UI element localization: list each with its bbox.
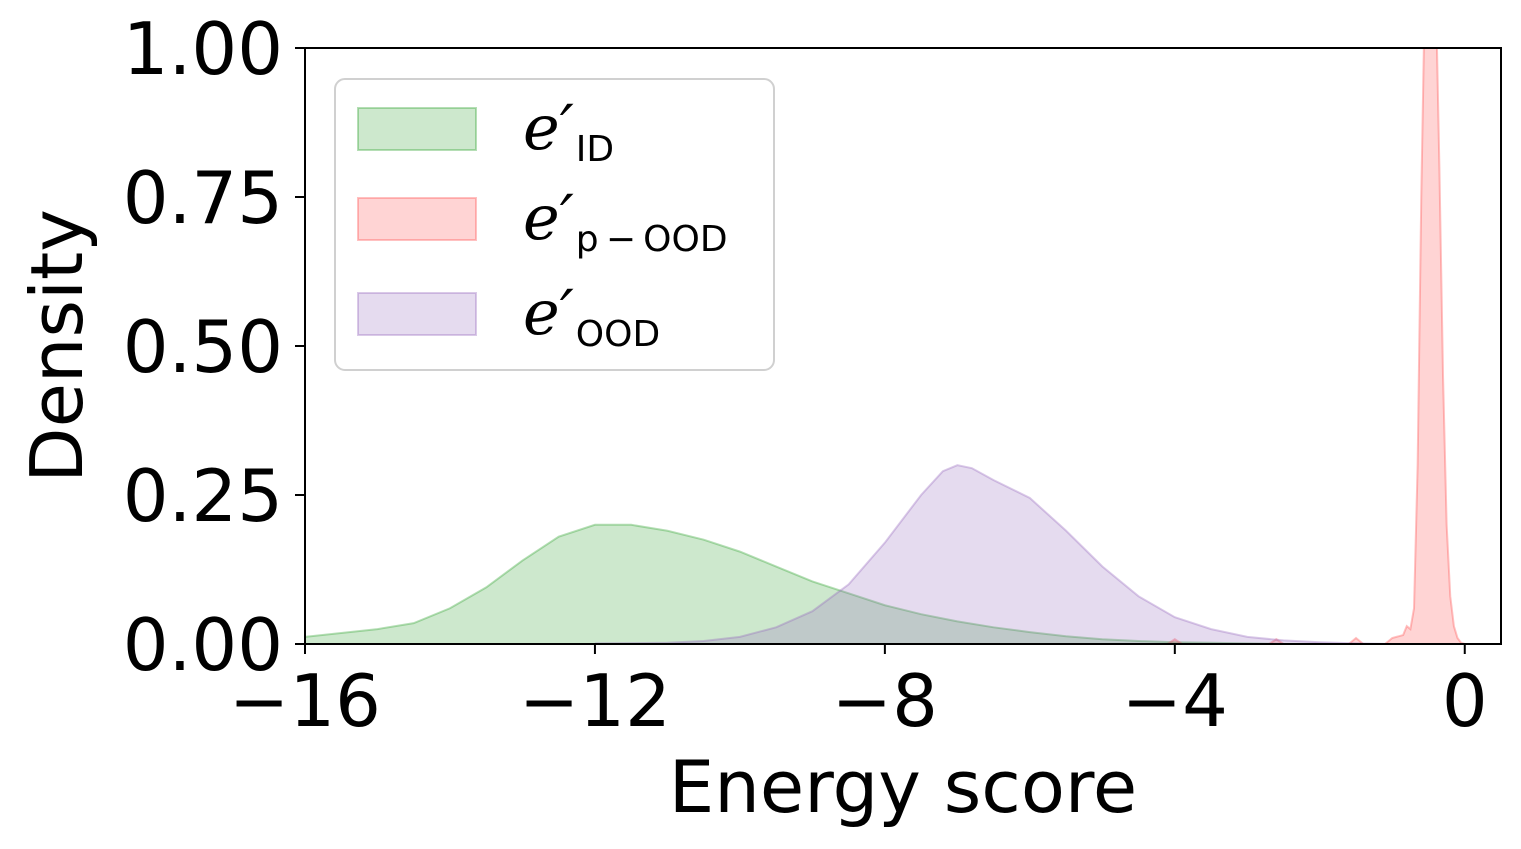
legend-swatch-ood bbox=[357, 292, 477, 336]
y-tick-label: 0.75 bbox=[123, 156, 283, 240]
density-areas bbox=[305, 48, 1466, 644]
density-line-p-ood bbox=[1167, 48, 1466, 644]
legend-label-p-ood: e′p − OOD bbox=[523, 181, 728, 260]
y-tick-label: 1.00 bbox=[123, 7, 283, 91]
legend-label-id: e′ID bbox=[523, 91, 614, 170]
y-axis-title: Density bbox=[15, 209, 99, 483]
legend: e′ID e′p − OOD e′OOD bbox=[334, 78, 775, 371]
density-line-id bbox=[305, 523, 1284, 644]
x-tick-label: −12 bbox=[519, 659, 671, 743]
x-tick-label: 0 bbox=[1442, 659, 1488, 743]
x-axis: −16 −12 −8 −4 0 bbox=[229, 644, 1488, 743]
x-tick-label: −16 bbox=[229, 659, 381, 743]
y-tick-label: 0.00 bbox=[123, 603, 283, 687]
density-area-ood bbox=[594, 465, 1393, 644]
x-tick-label: −4 bbox=[1122, 659, 1228, 743]
density-line-ood bbox=[594, 464, 1393, 644]
legend-swatch-id bbox=[357, 107, 477, 151]
legend-swatch-p-ood bbox=[357, 197, 477, 241]
density-area-id bbox=[305, 524, 1284, 644]
legend-label-ood: e′OOD bbox=[523, 276, 660, 355]
legend-frame bbox=[334, 78, 775, 371]
y-tick-label: 0.50 bbox=[123, 305, 283, 389]
x-tick-label: −8 bbox=[832, 659, 938, 743]
density-area-p-ood bbox=[1167, 48, 1465, 644]
y-tick-label: 0.25 bbox=[123, 454, 283, 538]
x-axis-title: Energy score bbox=[669, 745, 1137, 829]
y-axis: 0.00 0.25 0.50 0.75 1.00 bbox=[123, 7, 305, 687]
